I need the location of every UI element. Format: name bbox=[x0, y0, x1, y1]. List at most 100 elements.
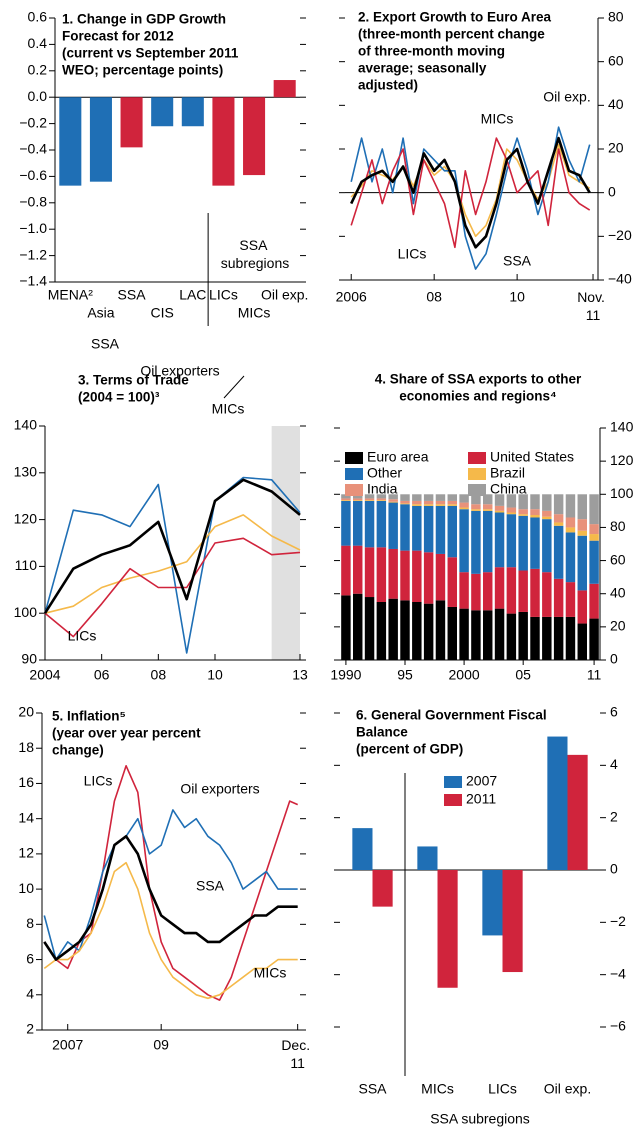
y-tick-label: 2 bbox=[610, 808, 618, 824]
bar-segment bbox=[471, 510, 481, 574]
y-tick-label: −1.2 bbox=[19, 246, 47, 262]
bar-segment bbox=[553, 522, 564, 526]
bar-segment bbox=[364, 494, 375, 499]
y-tick-label: 140 bbox=[610, 419, 634, 435]
bar-segment bbox=[459, 608, 469, 660]
y-tick-label: −0.8 bbox=[19, 194, 47, 210]
panel-title: average; seasonally bbox=[358, 61, 487, 76]
bar-segment bbox=[483, 509, 493, 511]
series-label: MICs bbox=[254, 965, 287, 981]
bar-segment bbox=[589, 618, 599, 660]
bar-segment bbox=[518, 570, 528, 612]
series-line bbox=[44, 537, 301, 638]
y-tick-label: −20 bbox=[608, 227, 632, 243]
bar-segment bbox=[423, 603, 434, 660]
bar-segment bbox=[589, 494, 599, 525]
x-tick-label: LICs bbox=[209, 287, 238, 303]
annotation: SSA subregions bbox=[221, 237, 290, 271]
bar-segment bbox=[400, 600, 410, 660]
series-line bbox=[44, 514, 301, 614]
bar-segment bbox=[471, 610, 481, 660]
y-tick-label: 0 bbox=[608, 183, 616, 199]
bar bbox=[352, 828, 373, 870]
legend-label: Other bbox=[367, 465, 402, 481]
bar-segment bbox=[494, 510, 505, 513]
legend-label: Euro area bbox=[367, 449, 429, 465]
bar-segment bbox=[376, 500, 387, 501]
bar bbox=[567, 754, 588, 870]
bar-segment bbox=[553, 525, 564, 579]
y-tick-label: 0.2 bbox=[28, 62, 48, 78]
y-tick-label: 18 bbox=[18, 739, 34, 755]
bar bbox=[89, 97, 112, 182]
panel-title: adjusted) bbox=[358, 78, 418, 93]
bar-segment bbox=[542, 572, 552, 617]
bar-segment bbox=[423, 494, 434, 501]
bar-segment bbox=[494, 505, 505, 511]
series-line bbox=[350, 136, 591, 249]
bar-segment bbox=[412, 500, 422, 505]
bar-segment bbox=[388, 548, 398, 599]
y-tick-label: 60 bbox=[608, 52, 624, 68]
bar-segment bbox=[471, 509, 481, 511]
annotation: SSA subregions bbox=[430, 1111, 530, 1127]
bar bbox=[243, 97, 266, 176]
bar-segment bbox=[542, 494, 552, 511]
bar-segment bbox=[435, 600, 446, 660]
panel-title: (percent of GDP) bbox=[356, 742, 463, 757]
bar-segment bbox=[471, 494, 481, 505]
x-tick-label: Dec. 11 bbox=[281, 1037, 314, 1071]
y-tick-label: −40 bbox=[608, 271, 632, 287]
bar-segment bbox=[542, 519, 552, 573]
bar-segment bbox=[506, 514, 517, 568]
bar-segment bbox=[577, 623, 587, 660]
bar-segment bbox=[553, 514, 564, 523]
bar-segment bbox=[506, 512, 517, 515]
legend-label: China bbox=[490, 481, 527, 497]
bar bbox=[417, 846, 438, 870]
bar-segment bbox=[435, 504, 446, 506]
bar-segment bbox=[341, 494, 351, 499]
bar-segment bbox=[542, 510, 552, 517]
bar bbox=[120, 97, 143, 148]
panel-title: 1. Change in GDP Growth bbox=[62, 12, 226, 27]
panel-title: 3. Terms of Trade bbox=[78, 373, 189, 388]
legend-swatch bbox=[345, 484, 363, 496]
y-tick-label: 80 bbox=[608, 9, 624, 25]
panel-title: Balance bbox=[356, 725, 408, 740]
x-tick-label: MENA² bbox=[48, 287, 93, 303]
series-line bbox=[43, 765, 299, 1001]
y-tick-label: −0.4 bbox=[19, 141, 47, 157]
panel-title: WEO; percentage points) bbox=[62, 63, 223, 78]
bar-segment bbox=[553, 494, 564, 515]
x-tick-label: LAC bbox=[179, 287, 206, 303]
bar-segment bbox=[388, 598, 398, 660]
x-tick-label: MICs bbox=[421, 1081, 454, 1097]
bar-segment bbox=[388, 502, 398, 549]
bar-segment bbox=[364, 500, 375, 548]
bar-segment bbox=[353, 494, 363, 499]
bar-segment bbox=[518, 509, 528, 515]
panel-title: change) bbox=[52, 743, 104, 758]
y-tick-label: 20 bbox=[610, 618, 626, 634]
x-tick-label: 11 bbox=[587, 667, 602, 683]
panel-title: 5. Inflation⁵ bbox=[52, 709, 126, 724]
bar bbox=[181, 97, 204, 127]
bar bbox=[482, 870, 503, 936]
bar-segment bbox=[542, 616, 552, 660]
bar-segment bbox=[341, 500, 351, 501]
bar bbox=[273, 80, 296, 98]
y-tick-label: 14 bbox=[18, 809, 34, 825]
x-tick-label: 08 bbox=[151, 667, 167, 683]
x-tick-label: 06 bbox=[94, 667, 110, 683]
bar-segment bbox=[376, 494, 387, 499]
bar-segment bbox=[483, 610, 493, 660]
x-tick-label: 2007 bbox=[52, 1037, 83, 1053]
bar-segment bbox=[447, 557, 457, 607]
y-tick-label: 0 bbox=[610, 861, 618, 877]
y-tick-label: 110 bbox=[15, 557, 38, 573]
legend-label: India bbox=[367, 481, 398, 497]
bar-segment bbox=[530, 494, 540, 510]
bar-segment bbox=[447, 505, 457, 558]
bar-segment bbox=[341, 545, 351, 596]
